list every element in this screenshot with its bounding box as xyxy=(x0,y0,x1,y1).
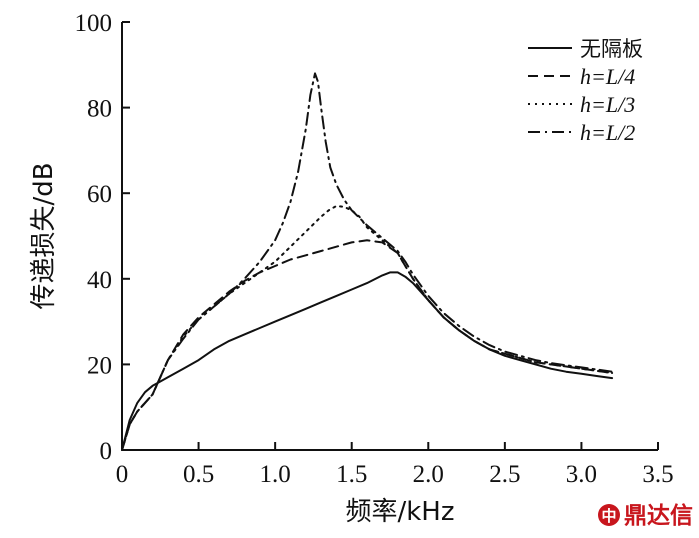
x-tick-label: 2.0 xyxy=(413,461,444,488)
y-tick-label: 100 xyxy=(75,10,113,37)
x-tick-label: 1.0 xyxy=(260,461,291,488)
plot-area: 0 0.5 1.0 1.5 2.0 2.5 3.0 3.5 0 20 40 60 80 100 xyxy=(75,10,674,488)
legend-label: h=L/2 xyxy=(580,120,635,145)
legend-label: 无隔板 xyxy=(580,37,643,61)
x-tick-label: 0 xyxy=(116,461,129,488)
y-tick-label: 0 xyxy=(100,438,113,465)
y-axis-title: 传递损失/dB xyxy=(29,162,59,309)
watermark-text: 鼎达信 xyxy=(624,502,693,529)
y-ticks: 0 20 40 60 80 100 xyxy=(75,10,130,465)
series-lines xyxy=(121,72,614,451)
x-tick-label: 3.0 xyxy=(566,461,597,488)
x-tick-label: 3.5 xyxy=(642,461,673,488)
y-tick-label: 40 xyxy=(87,267,112,294)
series-line-4 xyxy=(121,72,614,451)
x-tick-label: 2.5 xyxy=(489,461,520,488)
x-tick-label: 1.5 xyxy=(336,461,367,488)
x-ticks: 0 0.5 1.0 1.5 2.0 2.5 3.0 3.5 xyxy=(116,442,674,488)
series-line-2 xyxy=(121,239,614,451)
x-tick-label: 0.5 xyxy=(183,461,214,488)
watermark-logo-icon xyxy=(598,504,620,526)
watermark: 中 鼎达信 xyxy=(598,502,693,529)
series-line-3 xyxy=(121,205,614,451)
y-tick-label: 60 xyxy=(87,181,112,208)
legend: 无隔板 h=L/4 h=L/3 h=L/2 xyxy=(528,37,643,145)
watermark-logo-glyph: 中 xyxy=(601,507,616,525)
y-tick-label: 20 xyxy=(87,352,112,379)
legend-label: h=L/3 xyxy=(580,92,635,117)
legend-label: h=L/4 xyxy=(580,64,635,89)
y-tick-label: 80 xyxy=(87,96,112,123)
series-line-1 xyxy=(121,271,614,451)
x-axis-title: 频率/kHz xyxy=(345,497,454,527)
